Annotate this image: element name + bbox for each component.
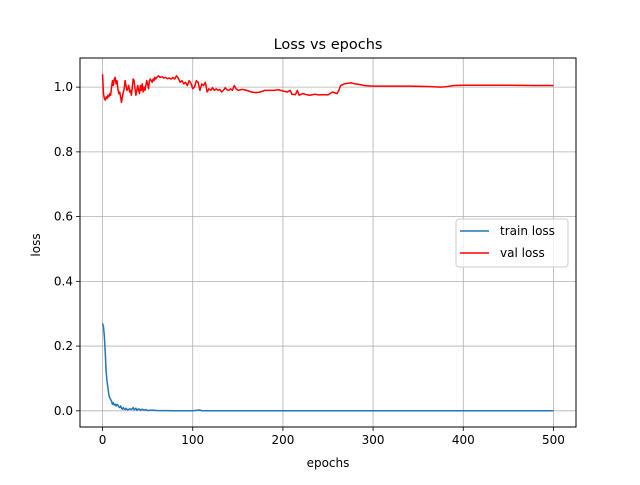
axis-ticks: 0 100 200 300 400 500 0.0 0.2 0.4 0.6 0.8 1.0 — [54, 80, 565, 447]
val-loss-series — [101, 74, 554, 104]
x-tick-label: 500 — [542, 433, 565, 447]
legend-label-val-loss: val loss — [500, 246, 545, 260]
x-tick-label: 0 — [99, 433, 107, 447]
series-lines — [101, 74, 554, 412]
legend: train loss val loss — [455, 218, 569, 268]
legend-label-train-loss: train loss — [500, 224, 555, 238]
train-loss-series — [101, 323, 554, 412]
y-tick-label: 0.0 — [54, 404, 73, 418]
y-axis-label: loss — [29, 233, 43, 256]
chart-title: Loss vs epochs — [274, 37, 383, 53]
y-tick-label: 0.2 — [54, 339, 73, 353]
x-tick-label: 300 — [362, 433, 385, 447]
plot-frame — [79, 57, 577, 428]
y-tick-label: 0.6 — [54, 210, 73, 224]
y-tick-label: 0.4 — [54, 274, 73, 288]
x-tick-label: 100 — [181, 433, 204, 447]
grid-lines — [80, 58, 576, 427]
y-tick-label: 1.0 — [54, 80, 73, 94]
x-axis-label: epochs — [307, 456, 350, 470]
x-tick-label: 400 — [452, 433, 475, 447]
y-tick-label: 0.8 — [54, 145, 73, 159]
x-tick-label: 200 — [271, 433, 294, 447]
